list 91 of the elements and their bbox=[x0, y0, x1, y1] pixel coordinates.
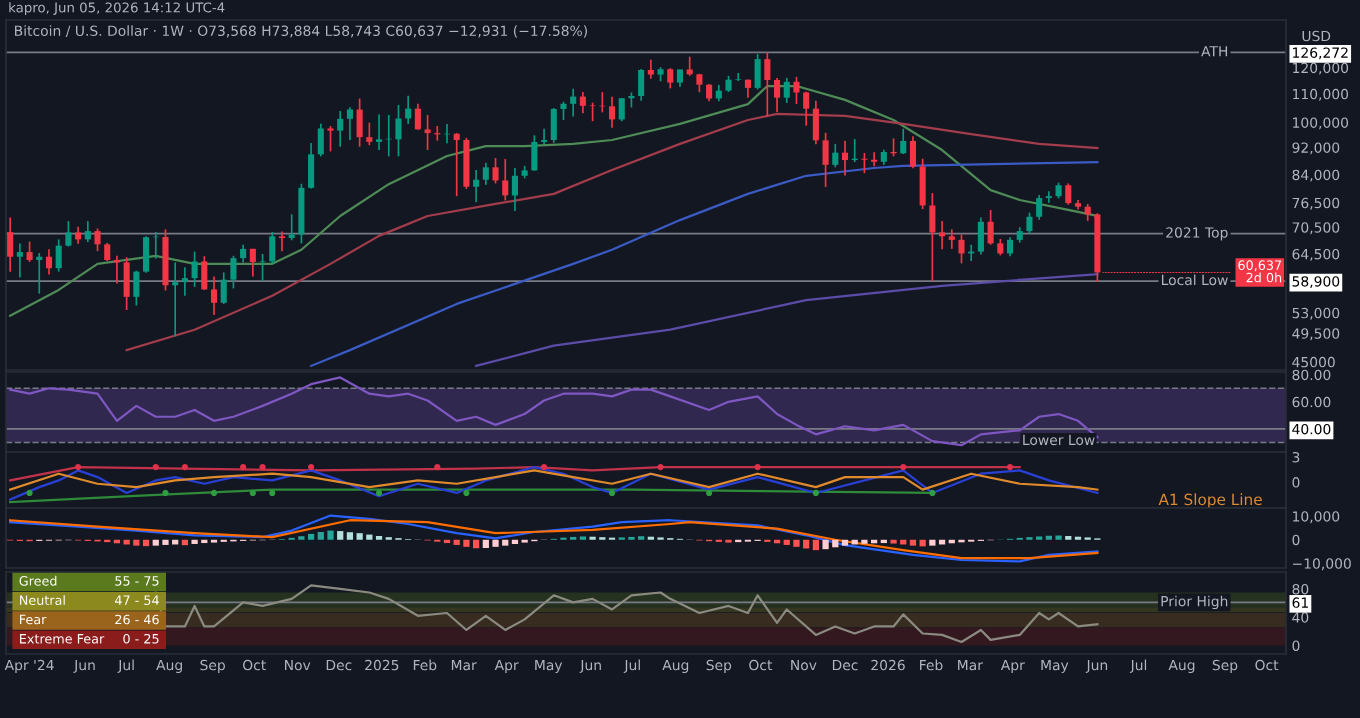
candlestick bbox=[502, 158, 509, 202]
candlestick bbox=[822, 131, 829, 188]
candlestick bbox=[94, 227, 101, 252]
candlestick bbox=[1065, 182, 1072, 206]
candlestick bbox=[929, 192, 936, 282]
candlestick bbox=[405, 94, 412, 125]
candlestick bbox=[249, 248, 256, 278]
candlestick bbox=[900, 127, 907, 155]
candlestick bbox=[308, 142, 315, 190]
candlestick bbox=[531, 134, 538, 172]
candlestick bbox=[26, 240, 33, 263]
candlestick bbox=[172, 261, 179, 338]
candlestick bbox=[366, 121, 373, 146]
candlestick bbox=[123, 256, 130, 311]
candlestick bbox=[191, 250, 198, 288]
candlestick bbox=[638, 68, 645, 102]
line-series bbox=[9, 465, 1021, 482]
candlestick bbox=[647, 59, 654, 80]
line-series bbox=[309, 161, 1099, 368]
candlestick bbox=[492, 157, 499, 185]
candlestick bbox=[511, 167, 518, 212]
candlestick bbox=[473, 169, 480, 204]
candlestick bbox=[1026, 211, 1033, 235]
candlestick bbox=[36, 252, 43, 295]
candlestick bbox=[65, 220, 72, 248]
candlestick bbox=[686, 55, 693, 77]
candlestick bbox=[133, 269, 140, 307]
candlestick bbox=[104, 242, 111, 262]
candlestick bbox=[939, 220, 946, 251]
candlestick bbox=[181, 266, 188, 297]
candlestick bbox=[45, 248, 53, 276]
candlestick bbox=[414, 102, 421, 131]
candlestick bbox=[453, 132, 460, 197]
candlestick bbox=[55, 238, 62, 273]
candlestick bbox=[832, 143, 839, 169]
candlestick bbox=[220, 271, 227, 305]
candlestick bbox=[909, 135, 917, 170]
candlestick bbox=[84, 220, 91, 243]
candlestick bbox=[803, 90, 810, 127]
candlestick bbox=[589, 101, 596, 123]
candlestick bbox=[871, 151, 878, 168]
candlestick bbox=[7, 216, 14, 273]
line-series bbox=[9, 376, 1099, 447]
candlestick bbox=[560, 101, 567, 121]
candlestick bbox=[1006, 236, 1014, 258]
candlestick bbox=[570, 87, 577, 118]
candlestick bbox=[16, 242, 23, 279]
candlestick bbox=[608, 96, 616, 129]
line-series bbox=[125, 112, 1099, 352]
candlestick bbox=[482, 161, 489, 186]
candlestick bbox=[754, 53, 761, 91]
candlestick bbox=[987, 209, 994, 246]
candlestick bbox=[395, 104, 402, 158]
candlestick bbox=[346, 106, 353, 141]
candlestick bbox=[793, 76, 800, 105]
candlestick bbox=[735, 72, 742, 82]
line-series bbox=[9, 84, 1099, 317]
candlestick bbox=[259, 253, 266, 282]
candlestick bbox=[812, 99, 819, 146]
candlestick bbox=[424, 114, 431, 151]
candlestick bbox=[841, 139, 849, 177]
candlestick bbox=[744, 78, 751, 99]
candlestick bbox=[667, 67, 674, 90]
line-series bbox=[9, 488, 934, 504]
candlestick bbox=[977, 216, 984, 256]
candlestick bbox=[317, 122, 324, 158]
candlestick bbox=[230, 254, 237, 290]
candlestick bbox=[269, 231, 276, 265]
candlestick bbox=[298, 182, 305, 245]
candlestick bbox=[278, 230, 286, 252]
candlestick bbox=[541, 127, 548, 146]
candlestick bbox=[337, 110, 344, 148]
line-series bbox=[9, 465, 1099, 501]
candlestick bbox=[201, 255, 208, 291]
candlestick bbox=[1036, 194, 1043, 221]
candlestick bbox=[774, 77, 781, 113]
candlestick bbox=[375, 113, 383, 151]
candlestick bbox=[958, 233, 965, 265]
candlestick bbox=[143, 235, 150, 274]
candlestick bbox=[764, 51, 771, 118]
candlestick bbox=[356, 97, 363, 148]
candlestick bbox=[210, 275, 218, 316]
candlestick bbox=[948, 228, 955, 250]
candlestick bbox=[579, 91, 586, 115]
candlestick bbox=[861, 152, 868, 175]
candlestick bbox=[783, 77, 790, 104]
candlestick bbox=[327, 125, 334, 153]
candlestick bbox=[463, 136, 470, 190]
candlestick bbox=[1045, 190, 1052, 204]
candlestick bbox=[919, 157, 926, 210]
candlestick bbox=[550, 107, 557, 144]
